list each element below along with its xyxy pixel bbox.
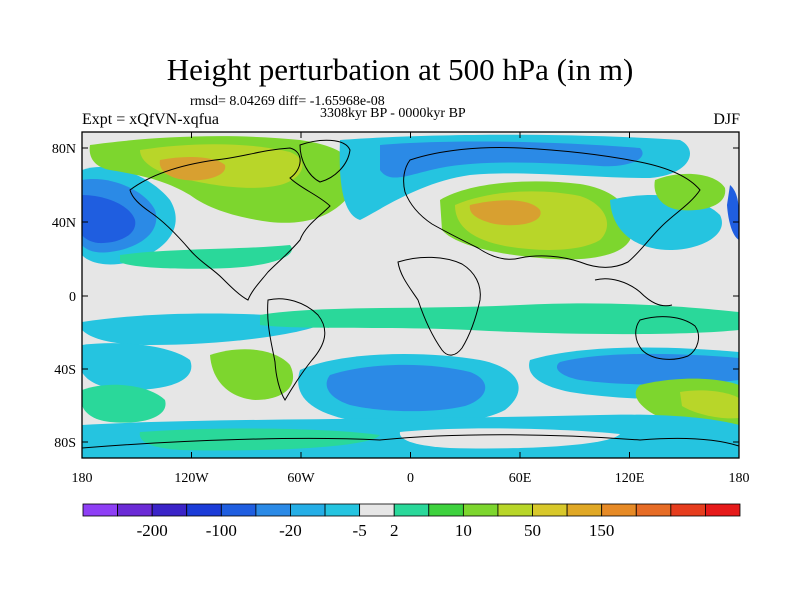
north-america-orange (159, 157, 226, 181)
lat-tick-label: 40S (54, 363, 76, 378)
south-pacific-green (210, 349, 294, 400)
longitude-axis: 180 120W 60W 0 60E 120E 180 (72, 132, 750, 486)
map-title: Height perturbation at 500 hPa (in m) (166, 52, 634, 87)
latitude-axis: 80N 40N 0 40S 80S (52, 142, 739, 451)
coast-antarctica (82, 434, 739, 449)
lat-tick-label: 40N (52, 216, 76, 231)
lon-tick-label: 120E (615, 471, 645, 486)
north-atlantic-lobe (120, 245, 292, 269)
lon-tick-label: 60W (287, 471, 315, 486)
colorbar-swatch (82, 503, 118, 517)
antarctic-light (399, 428, 620, 449)
stats-text: rmsd= 8.04269 diff= -1.65968e-08 (190, 94, 385, 109)
colorbar-swatch (359, 503, 395, 517)
colorbar-label: -20 (279, 521, 302, 540)
lat-tick-label: 80N (52, 142, 76, 157)
south-indian-core (556, 353, 739, 385)
colorbar-swatch (497, 503, 533, 517)
season-label: DJF (713, 111, 740, 128)
colorbar-swatch (255, 503, 291, 517)
colorbar-swatch (151, 503, 188, 517)
lon-tick-label: 180 (729, 471, 750, 486)
colorbar-swatch (186, 503, 222, 517)
south-atlantic-core (326, 364, 486, 412)
southwest-pacific-yellow (680, 390, 739, 419)
coast-southeast-asia (594, 278, 673, 307)
coast-north-america (129, 147, 331, 301)
colorbar-label: 150 (589, 521, 615, 540)
west-pacific-south-blue (82, 343, 192, 390)
colorbar-swatch (393, 503, 430, 517)
colorbar-label: 2 (390, 521, 399, 540)
tropical-band-green (260, 303, 739, 335)
colorbar-swatch (566, 503, 603, 517)
lat-tick-label: 0 (69, 290, 76, 305)
north-atlantic-core (380, 141, 643, 178)
lon-tick-label: 180 (72, 471, 93, 486)
lon-tick-label: 120W (174, 471, 209, 486)
north-pacific-east (727, 185, 739, 240)
colorbar-label: -100 (206, 521, 237, 540)
colorbar-swatch (324, 503, 361, 517)
lon-tick-label: 0 (407, 471, 414, 486)
colorbar-swatch (428, 503, 464, 517)
north-pacific-core (82, 195, 136, 244)
period-text: 3308kyr BP - 0000kyr BP (320, 106, 466, 121)
colorbar-swatch (532, 503, 568, 517)
contour-field (82, 132, 739, 458)
coastlines (82, 139, 739, 449)
lat-tick-label: 80S (54, 436, 76, 451)
colorbar-swatch (290, 503, 326, 517)
colorbar-label: -200 (137, 521, 168, 540)
west-pacific-green (82, 384, 166, 423)
experiment-label: Expt = xQfVN-xqfua (82, 111, 219, 128)
colorbar-swatch (220, 503, 257, 517)
antarctic-green (139, 428, 380, 451)
eurasia-orange (469, 200, 541, 226)
lon-tick-label: 60E (509, 471, 532, 486)
coast-eurasia (403, 147, 701, 268)
coast-africa (397, 256, 481, 356)
colorbar-label: 50 (524, 521, 541, 540)
coast-south-america (267, 298, 326, 401)
colorbar-swatch (601, 503, 637, 517)
colorbar-swatch (462, 503, 499, 517)
colorbar-swatch (117, 503, 153, 517)
colorbar-swatch (705, 503, 741, 517)
colorbar-swatch (670, 503, 706, 517)
colorbar: -200 -100 -20 -5 2 10 50 150 (82, 503, 741, 540)
coast-australia (635, 316, 699, 360)
colorbar-swatch (635, 503, 672, 517)
colorbar-label: 10 (455, 521, 472, 540)
coast-greenland (299, 139, 351, 183)
pacific-north-green (654, 173, 726, 211)
colorbar-label: -5 (353, 521, 367, 540)
